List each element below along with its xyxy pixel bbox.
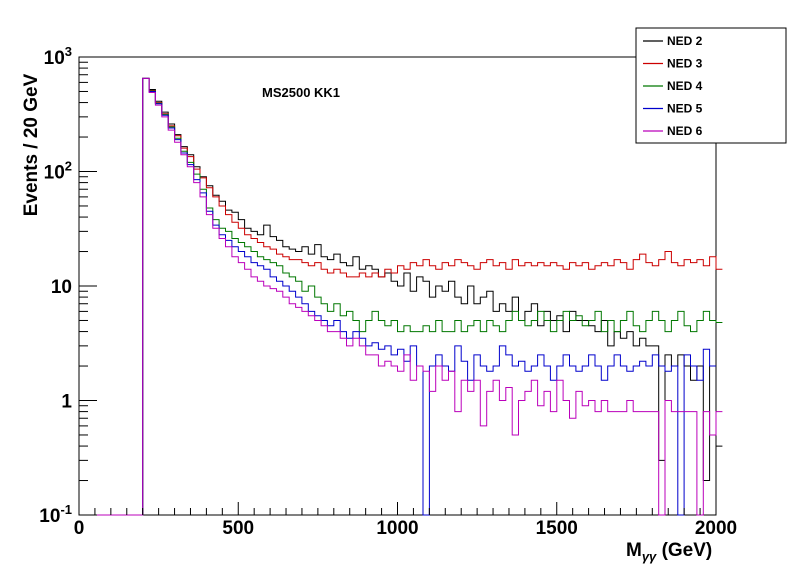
series-line-ned-4 — [79, 77, 723, 516]
series-line-ned-2 — [79, 77, 723, 516]
ticks-layer: 0 500 1000 1500 2000 10-1 1 10 102 103 — [39, 44, 737, 539]
x-tick-label: 500 — [222, 518, 254, 539]
legend-label-ned-5: NED 5 — [667, 102, 703, 116]
x-axis-title-sub: γγ — [642, 549, 657, 564]
series-line-ned-6 — [79, 77, 723, 516]
legend-label-ned-6: NED 6 — [667, 124, 703, 138]
y-tick-label: 1 — [61, 392, 72, 413]
legend-label-ned-2: NED 2 — [667, 34, 703, 48]
y-tick-label: 10-1 — [39, 502, 72, 527]
series-layer — [79, 77, 723, 516]
x-axis-title-unit: (GeV) — [656, 540, 712, 561]
legend-label-ned-3: NED 3 — [667, 57, 703, 71]
x-axis-title: Mγγ (GeV) — [626, 540, 712, 564]
x-tick-label: 0 — [74, 518, 85, 539]
series-line-ned-3 — [79, 77, 723, 516]
x-tick-label: 2000 — [695, 518, 737, 539]
chart-annotation: MS2500 KK1 — [262, 85, 340, 100]
y-tick-label: 103 — [44, 44, 72, 69]
x-tick-label: 1500 — [536, 518, 578, 539]
series-line-ned-5 — [79, 77, 716, 516]
x-tick-label: 1000 — [376, 518, 418, 539]
legend: NED 2 NED 3 NED 4 NED 5 NED 6 — [635, 27, 787, 144]
y-axis-title: Events / 20 GeV — [21, 73, 42, 216]
x-axis-title-main: M — [626, 540, 642, 561]
legend-label-ned-4: NED 4 — [667, 79, 703, 93]
y-tick-label: 10 — [51, 277, 72, 298]
y-tick-label: 102 — [44, 159, 72, 184]
